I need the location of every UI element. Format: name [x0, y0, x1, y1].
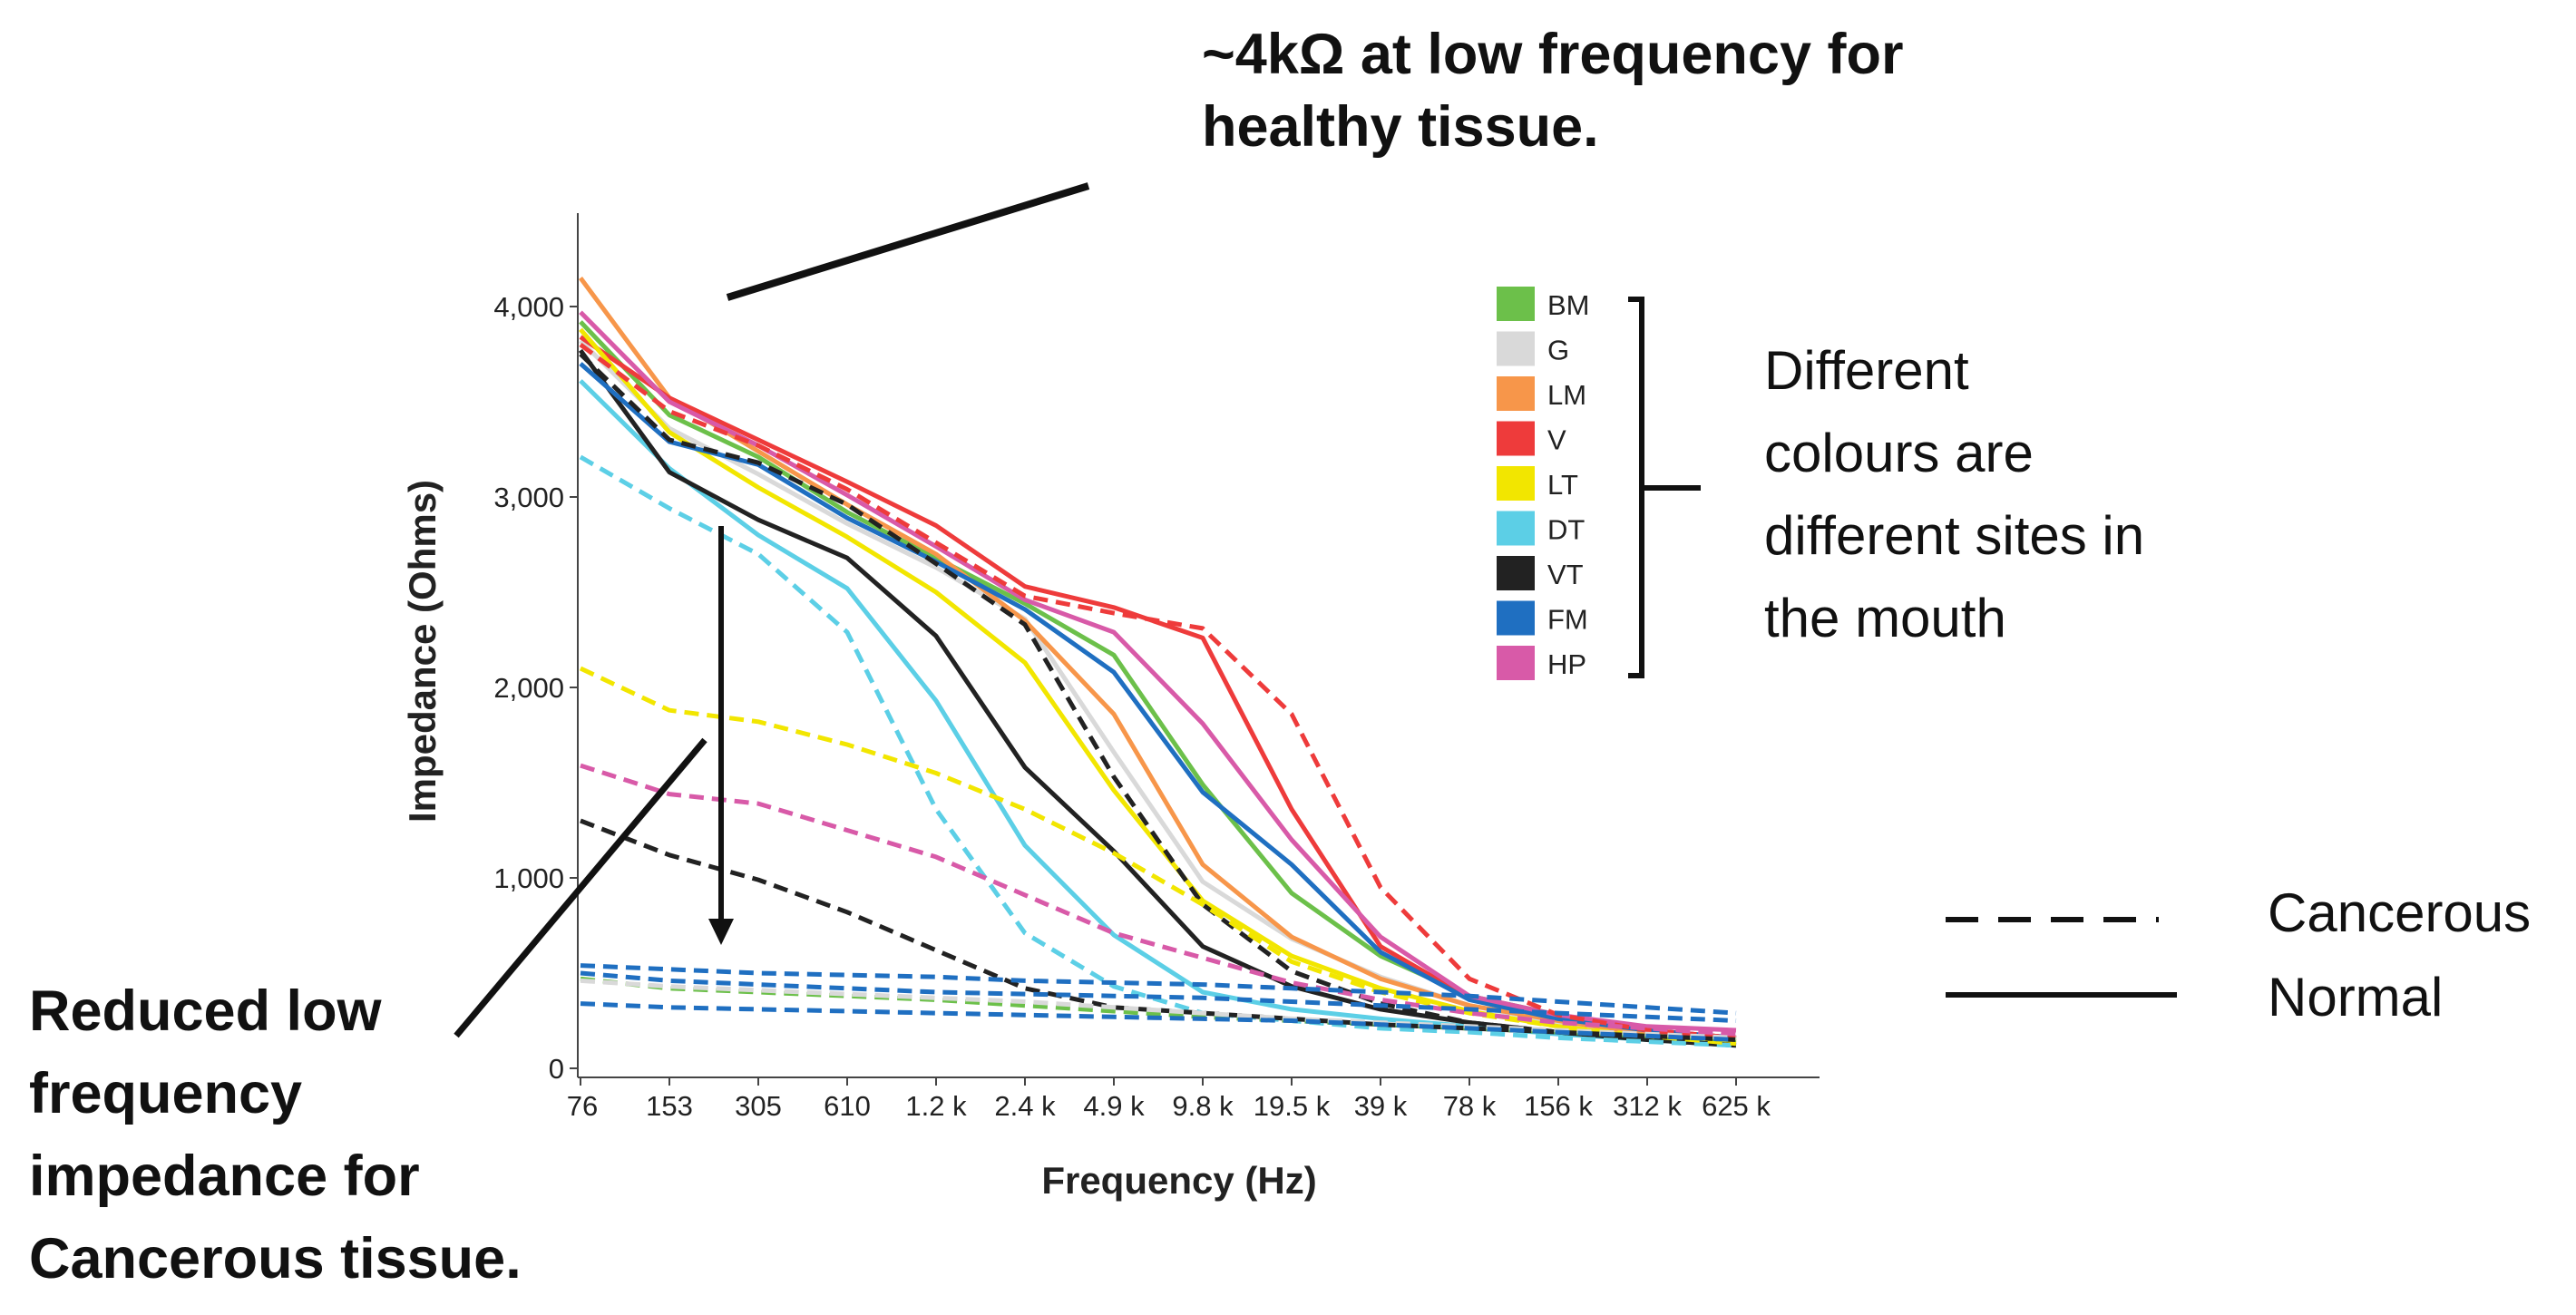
annotation-cancerous: Reduced low frequency impedance for Canc… [29, 979, 522, 1291]
annotation-colours: Different colours are different sites in… [1764, 340, 2145, 648]
x-tick-label: 2.4 k [994, 1090, 1056, 1122]
x-tick-label: 76 [567, 1090, 598, 1122]
key-swatch-lt [1497, 466, 1535, 501]
legend-bracket [1628, 297, 1701, 678]
legend-cancerous-label: Cancerous [2268, 882, 2532, 943]
x-tick-label: 78 k [1443, 1090, 1497, 1122]
key-label-hp: HP [1547, 648, 1586, 680]
pointer-line-bottom [454, 737, 707, 1038]
series-line-g-cancerous [580, 978, 1737, 1040]
pointer-line-top [726, 182, 1090, 301]
key-label-lm: LM [1547, 379, 1586, 411]
x-tick-label: 9.8 k [1172, 1090, 1234, 1122]
x-tick-label: 156 k [1524, 1090, 1593, 1122]
key-label-vt: VT [1547, 559, 1584, 590]
x-tick-label: 4.9 k [1083, 1090, 1145, 1122]
y-tick-label: 4,000 [493, 291, 564, 323]
key-label-lt: LT [1547, 469, 1578, 501]
series-line-fm-normal [579, 362, 1737, 1040]
x-tick-label: 153 [646, 1090, 693, 1122]
x-tick-label: 39 k [1354, 1090, 1408, 1122]
y-tick-label: 1,000 [493, 862, 564, 894]
y-tick-label: 0 [549, 1053, 564, 1085]
series-line-hp-cancerous [580, 763, 1737, 1037]
y-tick-label: 2,000 [493, 672, 564, 704]
key-label-bm: BM [1547, 289, 1590, 321]
y-tick-label: 3,000 [493, 482, 564, 513]
series-line-fm-cancerous-2 [580, 970, 1737, 1023]
key-swatch-fm [1497, 600, 1535, 636]
series-line-lt-normal [579, 327, 1737, 1047]
annotation-healthy: ~4kΩ at low frequency for healthy tissue… [1202, 23, 1904, 159]
series-line-vt-cancerous-2 [580, 818, 1737, 1042]
key-swatch-hp [1497, 646, 1535, 680]
series-line-dt-cancerous [579, 454, 1737, 1048]
reduction-arrow-head [708, 919, 734, 945]
x-tick-label: 625 k [1702, 1090, 1771, 1122]
series-line-fm-cancerous-1 [580, 963, 1737, 1016]
x-tick-label: 19.5 k [1254, 1090, 1331, 1122]
series-line-v-cancerous [579, 343, 1737, 1040]
legend-normal-label: Normal [2268, 967, 2444, 1028]
series-line-fm-cancerous-3 [580, 1001, 1737, 1042]
key-swatch-vt [1497, 556, 1535, 590]
key-label-fm: FM [1547, 604, 1588, 636]
series-line-lm-normal [578, 277, 1737, 1045]
key-swatch-v [1497, 421, 1535, 456]
x-tick-label: 1.2 k [905, 1090, 967, 1122]
key-swatch-lm [1497, 376, 1535, 411]
x-axis-label: Frequency (Hz) [1041, 1159, 1316, 1202]
key-swatch-g [1497, 331, 1535, 366]
key-label-dt: DT [1547, 514, 1585, 546]
key-swatch-dt [1497, 511, 1535, 546]
x-tick-label: 610 [824, 1090, 871, 1122]
x-tick-label: 312 k [1613, 1090, 1682, 1122]
key-label-g: G [1547, 335, 1569, 366]
key-swatch-bm [1497, 287, 1535, 321]
y-axis-label: Impedance (Ohms) [401, 480, 444, 823]
key-label-v: V [1547, 424, 1566, 456]
series-line-lt-cancerous [579, 666, 1737, 1047]
x-tick-label: 305 [735, 1090, 782, 1122]
series-line-vt-cancerous [579, 352, 1737, 1048]
